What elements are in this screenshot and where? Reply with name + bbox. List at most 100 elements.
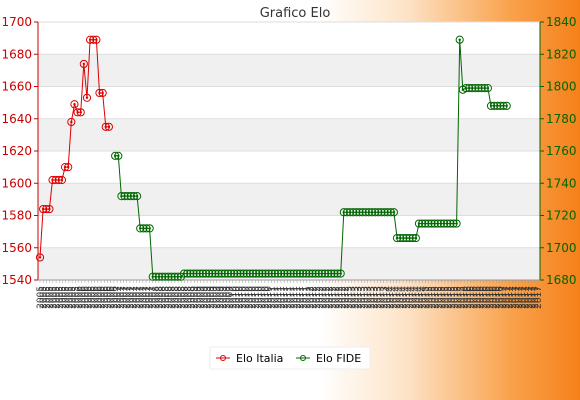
data-point bbox=[98, 88, 107, 98]
data-point bbox=[336, 269, 345, 278]
x-tick-label: 2008 bbox=[168, 286, 178, 309]
x-tick-label: 2005 bbox=[52, 286, 62, 309]
x-tick-label: 2010 bbox=[235, 286, 245, 309]
x-tick-label: 2010 bbox=[251, 286, 261, 309]
x-tick-label: 2012 bbox=[341, 286, 351, 309]
x-tick-label: 2005 bbox=[39, 286, 49, 309]
x-tick-label: 2014 bbox=[393, 286, 403, 309]
data-point bbox=[483, 84, 492, 93]
x-tick-label: 2006 bbox=[84, 286, 94, 309]
x-tick-label: 2009 bbox=[222, 286, 232, 309]
x-tick-label: 2016 bbox=[476, 286, 486, 309]
data-point-center bbox=[107, 125, 111, 129]
data-point-center bbox=[148, 227, 151, 230]
legend-item: Elo FIDE bbox=[296, 352, 361, 365]
x-tick-label: 2009 bbox=[219, 286, 229, 309]
x-tick-label: 2011 bbox=[274, 286, 284, 309]
data-point-center bbox=[85, 96, 89, 99]
x-tick-label: 2011 bbox=[299, 286, 309, 309]
x-tick-label: 2015 bbox=[425, 286, 435, 309]
x-tick-label: 2014 bbox=[402, 286, 412, 309]
x-tick-label: 2006 bbox=[75, 286, 85, 309]
x-tick-label: 2008 bbox=[181, 286, 191, 309]
x-tick-label: 2017 bbox=[531, 286, 541, 309]
data-point-center bbox=[135, 194, 139, 198]
data-point bbox=[92, 35, 101, 44]
x-tick-label: 2010 bbox=[264, 286, 274, 309]
left-tick-label: 1540 bbox=[1, 273, 32, 287]
x-tick-label: 2013 bbox=[344, 286, 354, 309]
x-tick-label: 2013 bbox=[364, 286, 374, 309]
right-tick-label: 1700 bbox=[546, 241, 577, 255]
data-point-center bbox=[455, 222, 458, 225]
chart-legend: Elo Italia Elo FIDE bbox=[209, 346, 371, 370]
x-tick-label: 2007 bbox=[148, 286, 158, 309]
x-tick-label: 2011 bbox=[303, 286, 313, 309]
x-tick-label: 2013 bbox=[380, 286, 390, 309]
x-tick-label: 2006 bbox=[107, 286, 117, 309]
x-tick-label: 2017 bbox=[499, 286, 509, 309]
data-point bbox=[502, 101, 511, 110]
x-tick-label: 2015 bbox=[450, 286, 460, 309]
series-elo-fide bbox=[111, 35, 511, 281]
x-tick-label: 2017 bbox=[528, 286, 538, 309]
x-tick-label: 2010 bbox=[248, 286, 258, 309]
x-tick-label: 2007 bbox=[142, 286, 152, 309]
data-point bbox=[452, 219, 461, 228]
data-point-center bbox=[48, 207, 51, 211]
x-tick-label: 2013 bbox=[361, 286, 371, 309]
data-point-center bbox=[38, 256, 42, 259]
legend-label: Elo FIDE bbox=[316, 352, 361, 365]
grid-band bbox=[38, 215, 540, 248]
data-point-center bbox=[486, 86, 490, 90]
data-point-center bbox=[339, 272, 342, 275]
series-elo-italia bbox=[35, 35, 114, 262]
right-tick-label: 1740 bbox=[546, 176, 577, 190]
x-tick-label: 2010 bbox=[254, 286, 264, 309]
x-tick-label: 2010 bbox=[242, 286, 252, 309]
x-tick-label: 2016 bbox=[495, 286, 505, 309]
data-point bbox=[57, 175, 67, 185]
grid-band bbox=[38, 118, 540, 151]
x-tick-label: 2014 bbox=[405, 286, 415, 309]
x-tick-label: 2009 bbox=[197, 286, 207, 309]
x-tick-label: 2016 bbox=[463, 286, 473, 309]
x-tick-label: 2013 bbox=[377, 286, 387, 309]
x-tick-label: 2014 bbox=[386, 286, 396, 309]
x-tick-label: 2012 bbox=[322, 286, 332, 309]
x-tick-label: 2009 bbox=[200, 286, 210, 309]
x-tick-label: 2015 bbox=[441, 286, 451, 309]
x-tick-label: 2005 bbox=[36, 286, 46, 309]
x-tick-label: 2012 bbox=[328, 286, 338, 309]
data-point bbox=[114, 151, 123, 160]
data-point-center bbox=[73, 103, 76, 106]
x-tick-label: 2009 bbox=[226, 286, 236, 309]
x-tick-label: 2013 bbox=[357, 286, 367, 309]
data-point-center bbox=[66, 165, 70, 169]
data-point bbox=[132, 192, 142, 201]
left-tick-label: 1680 bbox=[1, 47, 32, 61]
data-point-center bbox=[414, 236, 418, 240]
right-tick-label: 1800 bbox=[546, 80, 577, 94]
x-tick-label: 2009 bbox=[203, 286, 213, 309]
right-tick-label: 1780 bbox=[546, 112, 577, 126]
x-tick-label: 2006 bbox=[100, 286, 110, 309]
x-tick-label: 2005 bbox=[58, 286, 68, 309]
x-tick-label: 2006 bbox=[91, 286, 101, 309]
x-tick-label: 2006 bbox=[81, 286, 91, 309]
grid-band bbox=[38, 183, 540, 216]
x-tick-label: 2012 bbox=[335, 286, 345, 309]
x-tick-label: 2012 bbox=[309, 286, 319, 309]
x-tick-label: 2008 bbox=[152, 286, 162, 309]
x-tick-label: 2016 bbox=[486, 286, 496, 309]
x-tick-label: 2011 bbox=[296, 286, 306, 309]
x-tick-label: 2012 bbox=[312, 286, 322, 309]
x-tick-label: 2007 bbox=[129, 286, 139, 309]
data-point bbox=[70, 100, 79, 109]
grid-band bbox=[38, 22, 540, 55]
x-tick-label: 2014 bbox=[396, 286, 406, 309]
x-tick-label: 2015 bbox=[447, 286, 457, 309]
x-tick-label: 2016 bbox=[473, 286, 483, 309]
data-point bbox=[45, 204, 54, 214]
